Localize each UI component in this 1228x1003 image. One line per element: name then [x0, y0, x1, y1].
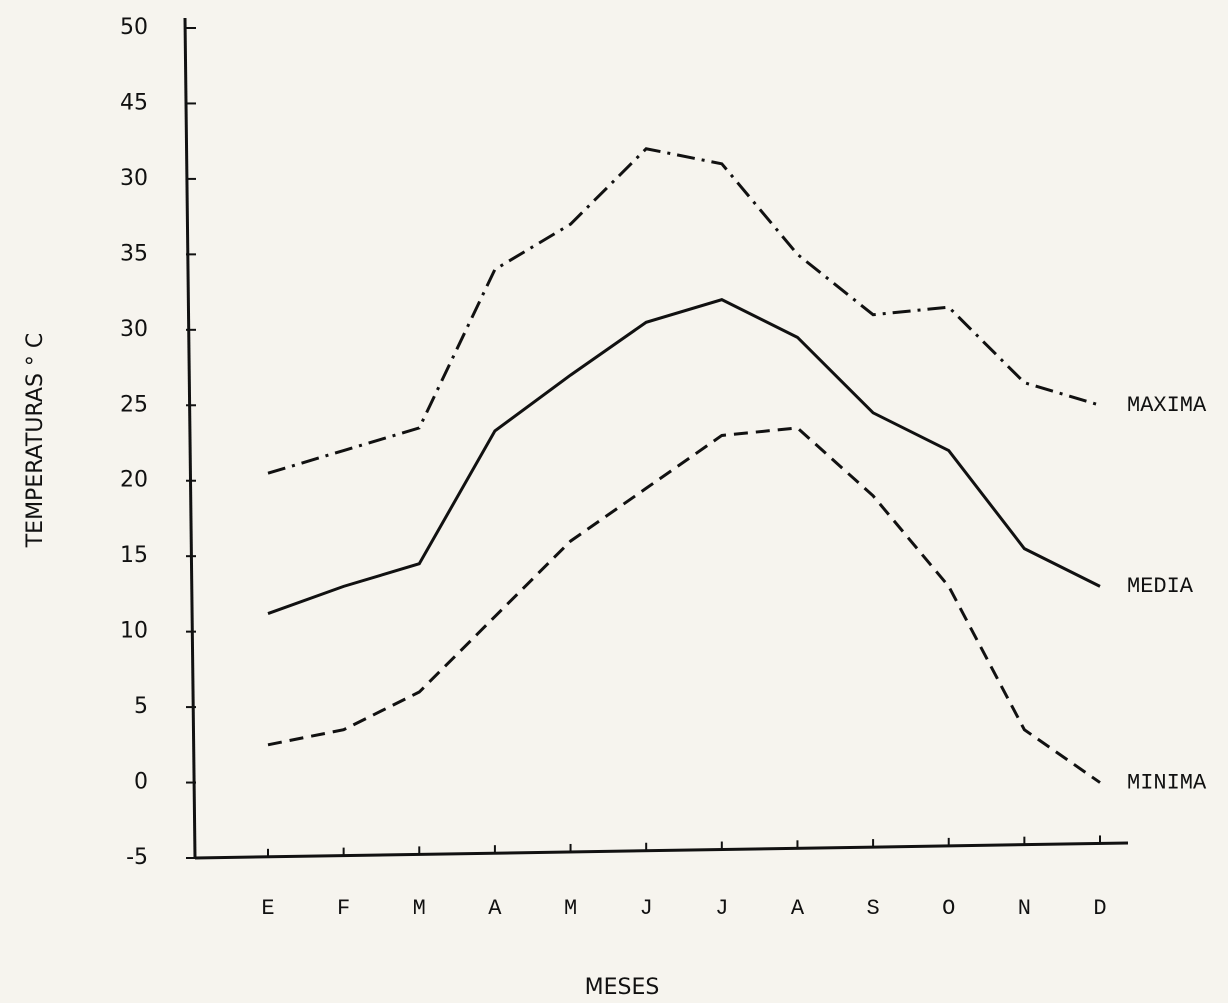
- x-tick-label: F: [337, 896, 350, 921]
- x-tick-label: J: [715, 896, 728, 921]
- x-tick-label: O: [942, 896, 955, 921]
- x-tick-label: M: [564, 896, 577, 921]
- y-tick-label: 0: [134, 770, 148, 795]
- y-tick-label: 5: [134, 694, 148, 719]
- x-tick-label: E: [261, 896, 274, 921]
- x-axis-title: MESES: [585, 975, 660, 1000]
- y-tick-label: -5: [126, 845, 148, 870]
- line-series: [267, 426, 1101, 784]
- y-axis: [183, 17, 197, 859]
- y-tick-label: 50: [120, 15, 148, 40]
- x-tick-label: M: [413, 896, 426, 921]
- line-series: [267, 298, 1101, 615]
- x-tick-label: S: [866, 896, 879, 921]
- y-tick-label: 35: [120, 241, 148, 266]
- y-tick-label: 15: [120, 543, 148, 568]
- series-label: MINIMA: [1127, 770, 1207, 795]
- x-tick-label: N: [1018, 896, 1031, 921]
- x-tick-label: A: [488, 896, 502, 921]
- x-tick-label: D: [1093, 896, 1106, 921]
- y-tick-label: 30: [120, 166, 148, 191]
- series-label: MEDIA: [1127, 574, 1194, 599]
- line-series: [267, 147, 1101, 475]
- y-tick-label: 10: [120, 619, 148, 644]
- y-axis-title: TEMPERATURAS ° C: [23, 333, 48, 549]
- x-axis: [194, 841, 1129, 860]
- x-tick-label: J: [640, 896, 653, 921]
- series-label: MAXIMA: [1127, 393, 1207, 418]
- y-tick-label: 20: [120, 468, 148, 493]
- x-tick-label: A: [791, 896, 805, 921]
- y-tick-label: 30: [120, 317, 148, 342]
- y-tick-label: 45: [120, 90, 148, 115]
- y-tick-label: 25: [120, 392, 148, 417]
